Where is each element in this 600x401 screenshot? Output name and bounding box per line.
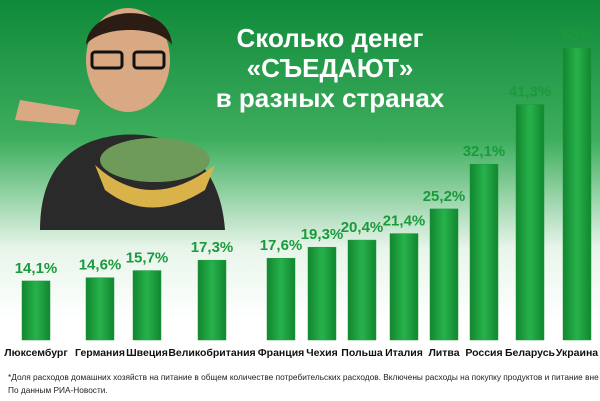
x-tick-label: Швеция bbox=[126, 347, 168, 359]
chart-title: «СЪЕДАЮТ» bbox=[247, 53, 414, 83]
bar bbox=[132, 270, 162, 341]
x-tick-label: Германия bbox=[75, 347, 125, 359]
bar bbox=[347, 239, 377, 341]
footnote: По данным РИА-Новости. bbox=[8, 385, 108, 395]
value-label: 19,3% bbox=[301, 226, 344, 243]
bar bbox=[469, 163, 499, 341]
x-tick-label: Люксембург bbox=[4, 347, 68, 359]
x-tick-label: Италия bbox=[385, 347, 423, 359]
value-label: 20,4% bbox=[341, 219, 384, 236]
bar bbox=[307, 246, 337, 341]
value-label: 25,2% bbox=[423, 188, 466, 205]
chart-title: в разных странах bbox=[216, 83, 445, 113]
value-label: 17,3% bbox=[191, 239, 234, 256]
x-tick-label: Украина bbox=[556, 347, 598, 359]
x-tick-label: Беларусь bbox=[505, 347, 556, 359]
bar bbox=[85, 277, 115, 341]
bar bbox=[429, 208, 459, 341]
footer-background bbox=[0, 343, 600, 401]
footnote: *Доля расходов домашних хозяйств на пита… bbox=[8, 372, 600, 382]
bar bbox=[562, 47, 592, 341]
x-tick-label: Великобритания bbox=[168, 347, 255, 359]
bar bbox=[389, 233, 419, 341]
value-label: 50% bbox=[562, 27, 592, 44]
x-tick-label: Россия bbox=[465, 347, 502, 359]
bar bbox=[266, 257, 296, 341]
chart-title: Сколько денег bbox=[237, 23, 424, 53]
x-tick-label: Литва bbox=[428, 347, 459, 359]
value-label: 21,4% bbox=[383, 213, 426, 230]
x-tick-label: Чехия bbox=[306, 347, 338, 359]
x-tick-label: Франция bbox=[258, 347, 305, 359]
value-label: 32,1% bbox=[463, 143, 506, 160]
bar bbox=[21, 280, 51, 341]
value-label: 14,6% bbox=[79, 257, 122, 274]
bar bbox=[515, 104, 545, 341]
value-label: 14,1% bbox=[15, 260, 58, 277]
value-label: 41,3% bbox=[509, 83, 552, 100]
value-label: 17,6% bbox=[260, 237, 303, 254]
x-tick-label: Польша bbox=[341, 347, 383, 359]
illustration bbox=[15, 8, 225, 230]
value-label: 15,7% bbox=[126, 250, 169, 267]
bar bbox=[197, 259, 227, 341]
